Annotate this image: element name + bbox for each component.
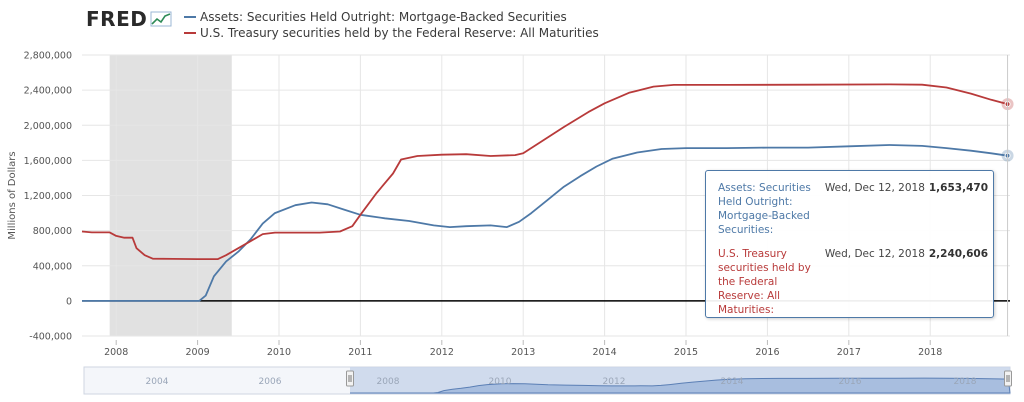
tooltip-series-name: Assets: Securities Held Outright: Mortga…: [718, 182, 811, 236]
navigator-label: 2006: [259, 377, 282, 387]
legend-swatch-mbs: [184, 16, 196, 18]
navigator-series: [350, 377, 1011, 394]
header: FRED Assets: Securities Held Outright: M…: [0, 0, 1024, 44]
tooltip-series-name: U.S. Treasury securities held by the Fed…: [718, 248, 811, 316]
tooltip-date: Wed, Dec 12, 2018: [824, 182, 925, 194]
y-tick-label: 2,000,000: [24, 121, 72, 132]
x-tick-label: 2009: [185, 347, 209, 358]
navigator-label: 2012: [603, 377, 626, 387]
legend-swatch-treasury: [184, 32, 196, 34]
x-tick-label: 2015: [674, 347, 698, 358]
y-tick-label: 2,800,000: [24, 51, 72, 62]
navigator-handle-right[interactable]: [1004, 370, 1012, 387]
fred-logo-text: FRED: [86, 7, 148, 31]
tooltip-row-treasury: U.S. Treasury securities held by the Fed…: [718, 247, 988, 317]
series-line-treasury: [81, 83, 1008, 260]
y-tick-label: 800,000: [33, 226, 72, 237]
fred-logo[interactable]: FRED: [86, 7, 172, 31]
x-tick-label: 2017: [837, 347, 861, 358]
tooltip-row-mbs: Assets: Securities Held Outright: Mortga…: [718, 181, 988, 237]
series-line-mbs: [82, 144, 1008, 302]
navigator-handle-left[interactable]: [346, 370, 354, 387]
y-tick-label: 2,400,000: [24, 86, 72, 97]
navigator-label: 2004: [146, 377, 169, 387]
y-tick-label: -400,000: [29, 332, 72, 343]
fred-chart-icon: [150, 11, 172, 27]
x-tick-label: 2010: [267, 347, 291, 358]
legend-label-treasury: U.S. Treasury securities held by the Fed…: [200, 26, 599, 40]
legend: Assets: Securities Held Outright: Mortga…: [184, 9, 599, 41]
legend-item-mbs[interactable]: Assets: Securities Held Outright: Mortga…: [184, 9, 599, 25]
tooltip: Assets: Securities Held Outright: Mortga…: [705, 170, 994, 318]
x-tick-label: 2013: [511, 347, 535, 358]
y-axis-title: Millions of Dollars: [7, 151, 18, 239]
x-tick-label: 2012: [430, 347, 454, 358]
x-tick-label: 2008: [104, 347, 128, 358]
y-tick-label: 1,200,000: [24, 191, 72, 202]
x-tick-label: 2014: [593, 347, 617, 358]
x-tick-label: 2016: [755, 347, 779, 358]
y-tick-label: 400,000: [33, 261, 72, 272]
navigator-label: 2010: [489, 377, 512, 387]
y-tick-label: 1,600,000: [24, 156, 72, 167]
tooltip-date: Wed, Dec 12, 2018: [824, 248, 925, 260]
y-tick-label: 0: [66, 296, 72, 307]
x-tick-label: 2011: [348, 347, 372, 358]
navigator-label: 2008: [377, 377, 400, 387]
x-tick-label: 2018: [918, 347, 942, 358]
navigator-label: 2016: [839, 377, 862, 387]
tooltip-value: 1,653,470: [928, 182, 988, 194]
navigator-label: 2018: [954, 377, 977, 387]
legend-item-treasury[interactable]: U.S. Treasury securities held by the Fed…: [184, 25, 599, 41]
tooltip-value: 2,240,606: [928, 248, 988, 260]
navigator-label: 2014: [721, 377, 744, 387]
legend-label-mbs: Assets: Securities Held Outright: Mortga…: [200, 10, 567, 24]
